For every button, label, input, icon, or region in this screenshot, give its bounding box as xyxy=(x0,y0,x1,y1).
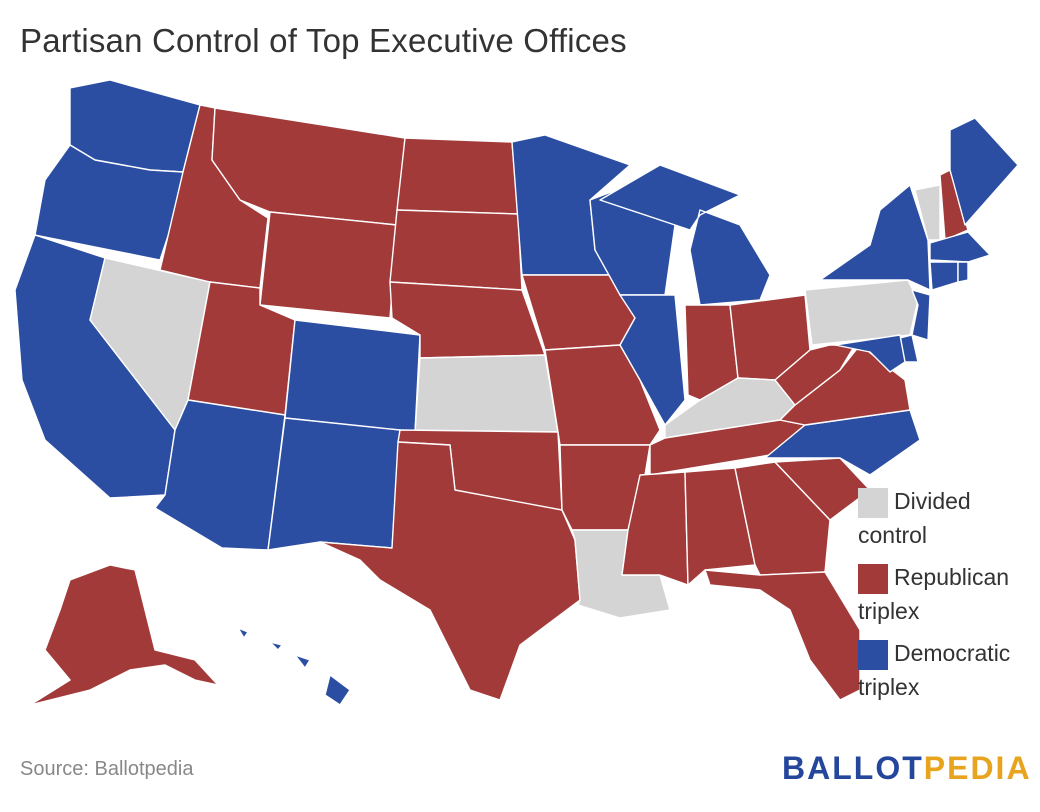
logo-part-pedia: PEDIA xyxy=(923,750,1032,786)
state-AK xyxy=(29,564,219,706)
legend-label-democratic: Democratic triplex xyxy=(858,640,1011,700)
state-IL xyxy=(619,294,686,426)
state-NH xyxy=(939,169,969,241)
state-MI xyxy=(599,164,771,306)
state-CT xyxy=(929,261,959,291)
state-WY xyxy=(259,211,398,319)
state-NM xyxy=(267,417,401,551)
legend: Divided control Republican triplex Democ… xyxy=(858,484,1038,712)
state-AL xyxy=(684,467,756,586)
state-CO xyxy=(284,319,421,433)
legend-label-divided: Divided control xyxy=(858,488,971,548)
legend-swatch-divided xyxy=(858,488,888,518)
state-TX xyxy=(319,441,581,701)
state-FL xyxy=(704,569,861,701)
state-HI xyxy=(237,627,351,706)
state-NJ xyxy=(911,289,931,341)
state-ND xyxy=(396,137,519,215)
source-note: Source: Ballotpedia xyxy=(20,758,194,780)
legend-item-divided: Divided control xyxy=(858,484,1038,560)
state-MA xyxy=(929,231,991,263)
legend-item-democratic: Democratic triplex xyxy=(858,636,1038,712)
state-SD xyxy=(389,209,523,291)
state-KS xyxy=(414,354,559,433)
state-PA xyxy=(804,279,919,346)
state-NY xyxy=(819,184,931,291)
legend-swatch-democratic xyxy=(858,640,888,670)
state-ME xyxy=(949,117,1019,226)
legend-item-republican: Republican triplex xyxy=(858,560,1038,636)
logo-part-ballot: BALLOT xyxy=(782,750,924,786)
legend-label-republican: Republican triplex xyxy=(858,564,1010,624)
state-MD xyxy=(834,334,906,373)
state-RI xyxy=(957,261,969,283)
ballotpedia-logo: BALLOTPEDIA xyxy=(782,750,1032,787)
legend-swatch-republican xyxy=(858,564,888,594)
page-title: Partisan Control of Top Executive Office… xyxy=(20,22,627,59)
